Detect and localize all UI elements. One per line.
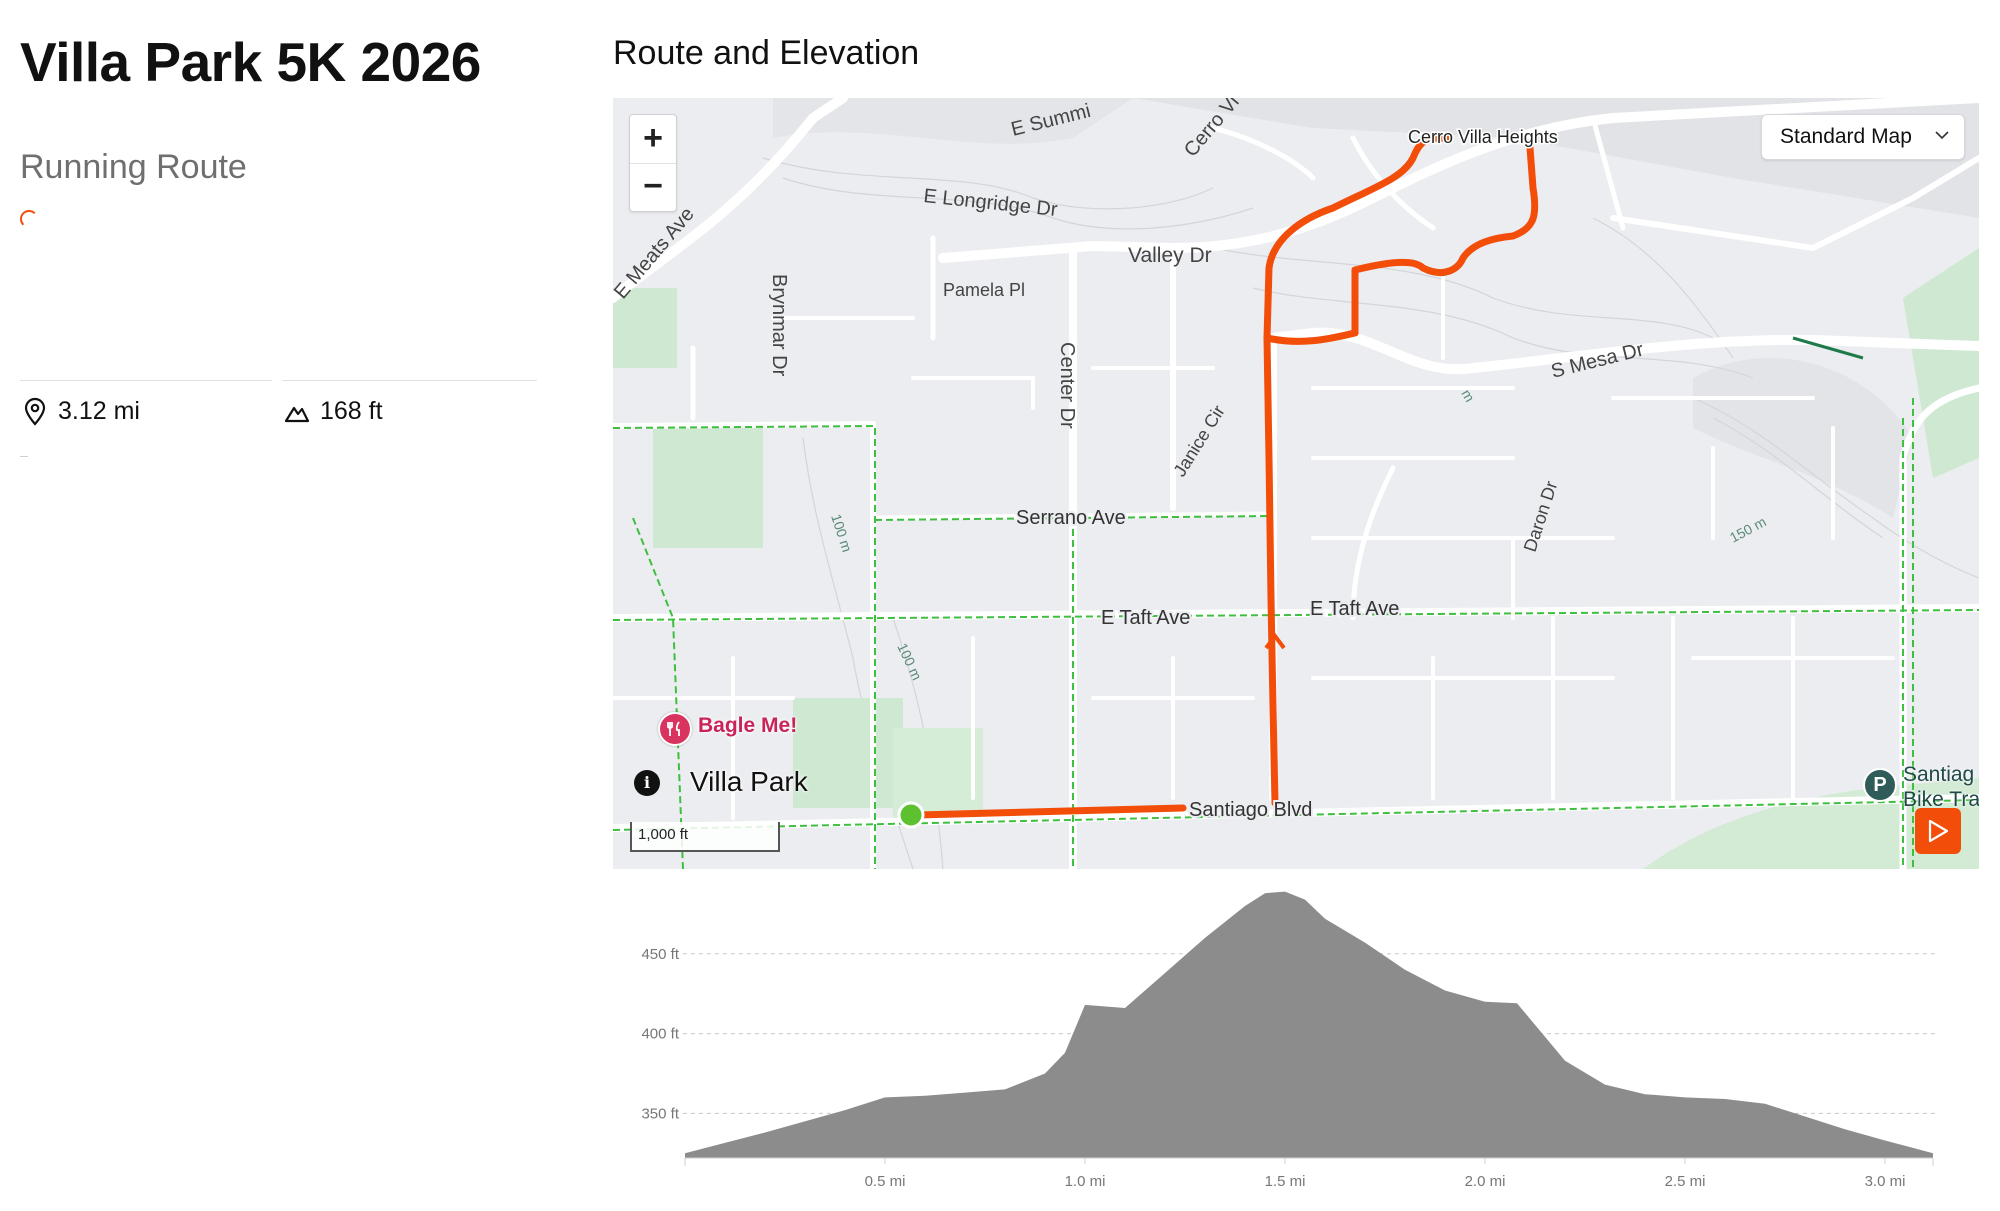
map-style-dropdown[interactable]: Standard Map: [1761, 114, 1965, 160]
x-tick-label: 2.0 mi: [1465, 1173, 1506, 1190]
street-label: Pamela Pl: [943, 280, 1025, 300]
elevation-gain-value: 168 ft: [320, 397, 383, 425]
zoom-controls: + −: [629, 114, 677, 212]
street-label: Cerro Villa Heights: [1408, 127, 1558, 147]
street-label: Serrano Ave: [1016, 507, 1126, 529]
x-tick-label: 2.5 mi: [1665, 1173, 1706, 1190]
y-tick-label: 400 ft: [641, 1026, 679, 1043]
x-tick-label: 0.5 mi: [865, 1173, 906, 1190]
scale-bar: 1,000 ft: [630, 822, 780, 852]
map-style-label: Standard Map: [1780, 125, 1912, 148]
loading-spinner-icon: [20, 210, 38, 228]
street-label: Valley Dr: [1128, 244, 1212, 267]
elevation-chart: 350 ft 400 ft 450 ft 0.5 mi 1.0 mi 1.5 mi 2.0 …: [641, 891, 1938, 1190]
street-label: E Taft Ave: [1101, 607, 1190, 629]
street-label: Santiago Blvd: [1189, 799, 1312, 821]
map-canvas[interactable]: E Summi Cerro Vi Cerro Villa Heights E M…: [613, 98, 1979, 869]
route-summary-panel: Villa Park 5K 2026 Running Route 3.12 mi…: [20, 0, 540, 1211]
direction-arrow-icon: [1264, 632, 1286, 650]
route-stats: 3.12 mi 168 ft: [20, 380, 540, 460]
x-tick-label: 1.0 mi: [1065, 1173, 1106, 1190]
roads: [613, 98, 1979, 869]
map-info-button[interactable]: i: [634, 770, 660, 796]
scale-label: 1,000 ft: [638, 826, 689, 843]
play-flyover-button[interactable]: [1915, 808, 1961, 854]
street-label: Brynmar Dr: [768, 274, 790, 377]
city-label: Villa Park: [690, 766, 808, 797]
stat-distance: 3.12 mi: [20, 380, 272, 461]
distance-value: 3.12 mi: [58, 397, 140, 425]
route-map[interactable]: E Summi Cerro Vi Cerro Villa Heights E M…: [613, 98, 1979, 869]
elevation-profile: 350 ft 400 ft 450 ft 0.5 mi 1.0 mi 1.5 mi 2.0 …: [613, 880, 1979, 1211]
chevron-down-icon: [1935, 131, 1949, 140]
route-type-subtitle: Running Route: [20, 148, 247, 186]
x-tick-label: 3.0 mi: [1865, 1173, 1906, 1190]
zoom-in-button[interactable]: +: [630, 115, 676, 164]
poi-parking-line: Bike Tra: [1903, 788, 1979, 811]
stat-elevation-gain: 168 ft: [282, 380, 537, 461]
poi-parking-line: Santiag: [1903, 763, 1975, 786]
route-path: [914, 134, 1539, 819]
play-icon: [1928, 819, 1949, 843]
street-label: E Taft Ave: [1310, 598, 1399, 620]
divider: [20, 456, 28, 457]
bike-paths: [613, 398, 1979, 869]
section-title: Route and Elevation: [613, 34, 920, 72]
y-tick-label: 450 ft: [641, 946, 679, 963]
start-marker-icon: [897, 801, 925, 829]
fork-knife-icon: [658, 712, 692, 746]
elevation-area: [685, 891, 1933, 1158]
y-tick-label: 350 ft: [641, 1105, 679, 1122]
x-tick-label: 1.5 mi: [1265, 1173, 1306, 1190]
mountain-icon: [284, 406, 310, 423]
poi-restaurant-label: Bagle Me!: [698, 714, 798, 737]
parking-icon: P: [1863, 768, 1897, 802]
page-title: Villa Park 5K 2026: [20, 31, 481, 93]
poi-parking-label: Santiag Bike Tra: [1903, 762, 1979, 812]
street-label: Center Dr: [1056, 342, 1078, 429]
zoom-out-button[interactable]: −: [643, 167, 663, 205]
location-pin-icon: [24, 397, 46, 426]
